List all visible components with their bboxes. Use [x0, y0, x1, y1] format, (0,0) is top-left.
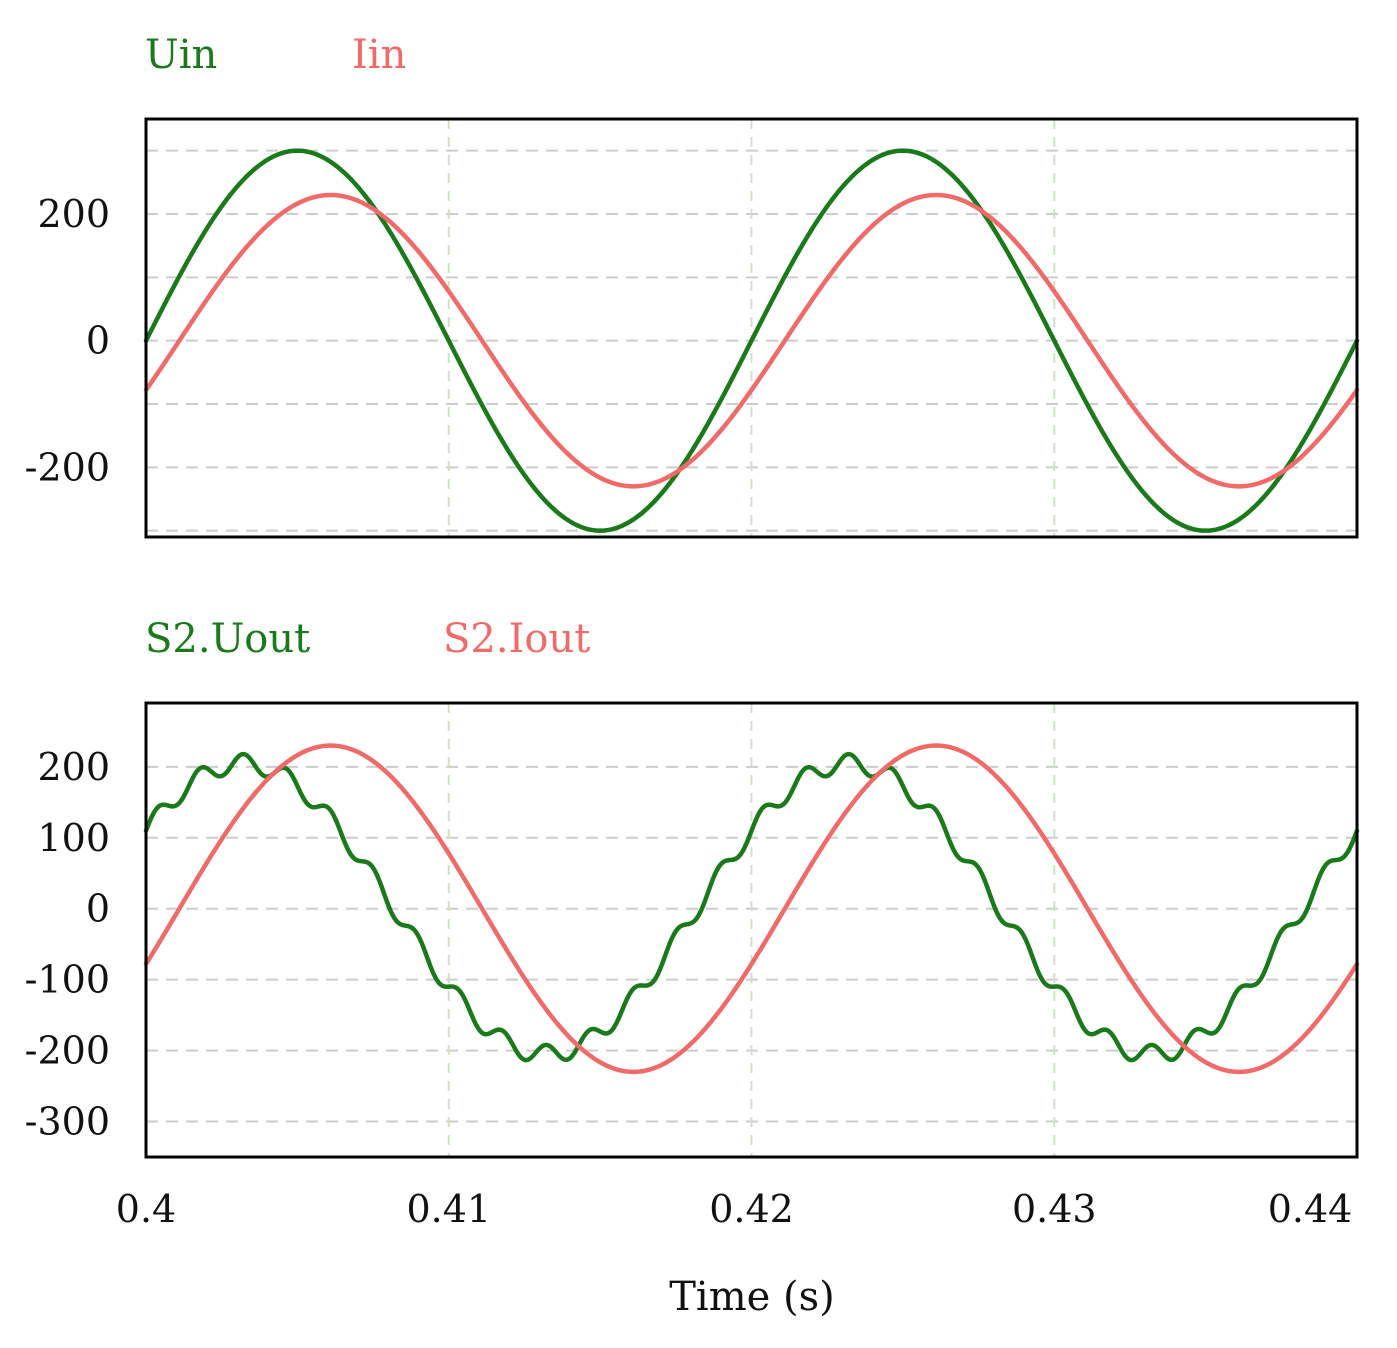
bottom-plot-frame	[144, 701, 1359, 1159]
top-y-tick-label: -200	[25, 445, 110, 489]
bottom-gridlines	[146, 703, 1357, 1157]
top-y-ticks: 200 0 -200	[25, 192, 110, 489]
series-uin-line	[143, 148, 1360, 533]
series-iin-line	[143, 192, 1360, 489]
legend-s2-uout: S2.Uout	[145, 616, 310, 662]
series-s2-uout-line	[143, 751, 1360, 1063]
top-legend: Uin Iin	[145, 32, 406, 78]
x-ticks: 0.4 0.41 0.42 0.43 0.44	[116, 1187, 1353, 1231]
top-panel: Uin Iin 200 0 -200	[25, 32, 1360, 539]
bottom-panel: S2.Uout S2.Iout 200 100 0 -100 -200 -300…	[25, 616, 1360, 1320]
bottom-y-tick-label: 100	[37, 816, 110, 860]
series-s2-iout-line	[143, 743, 1360, 1075]
bottom-y-tick-label: -200	[25, 1029, 110, 1073]
bottom-y-tick-label: -300	[25, 1100, 110, 1144]
bottom-legend: S2.Uout S2.Iout	[145, 616, 590, 662]
legend-uin: Uin	[145, 32, 217, 78]
legend-s2-iout: S2.Iout	[443, 616, 590, 662]
x-tick-label: 0.41	[406, 1187, 491, 1231]
x-axis-title: Time (s)	[669, 1274, 835, 1320]
bottom-y-tick-label: -100	[25, 958, 110, 1002]
bottom-y-ticks: 200 100 0 -100 -200 -300	[25, 745, 110, 1144]
top-gridlines	[146, 119, 1357, 537]
x-tick-label: 0.4	[116, 1187, 176, 1231]
top-y-tick-label: 200	[37, 192, 110, 236]
top-y-tick-label: 0	[86, 319, 110, 363]
top-plot-frame	[144, 117, 1359, 539]
x-tick-label: 0.43	[1012, 1187, 1097, 1231]
bottom-y-tick-label: 200	[37, 745, 110, 789]
legend-iin: Iin	[352, 32, 406, 78]
bottom-y-tick-label: 0	[86, 887, 110, 931]
x-tick-label: 0.44	[1268, 1187, 1353, 1231]
x-tick-label: 0.42	[709, 1187, 794, 1231]
